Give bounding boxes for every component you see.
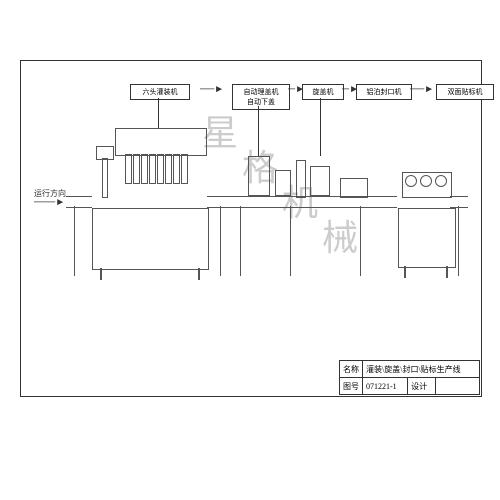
capper-head2 — [310, 166, 330, 196]
node-cap-sorter: 自动理盖机 自动下盖 — [232, 84, 290, 110]
node-capping: 旋盖机 — [302, 84, 344, 100]
title-drawing-value: 071221-1 — [363, 378, 408, 395]
labeler-leg-2 — [446, 266, 448, 278]
node-labeling: 双面贴标机 — [436, 84, 494, 100]
filler-leg-1 — [100, 268, 102, 280]
title-name-value: 灌装\旋盖\封口\贴标生产线 — [363, 361, 480, 378]
title-block: 名称 灌装\旋盖\封口\贴标生产线 图号 071221-1 设计 — [339, 360, 480, 395]
arrow-3: ─► — [342, 84, 359, 95]
watermark-char-1: 星 — [202, 104, 238, 156]
direction-arrow: ───► — [34, 197, 65, 208]
filler-frame — [115, 128, 207, 156]
arrow-2: ─► — [288, 84, 305, 95]
conveyor-left — [66, 196, 92, 208]
capper-head — [275, 170, 291, 196]
arrow-4: ──► — [410, 84, 434, 95]
arrow-1: ──► — [200, 84, 224, 95]
title-design-label: 设计 — [408, 378, 436, 395]
capper-col — [296, 160, 306, 198]
connector-2 — [258, 106, 259, 156]
filler-base — [92, 208, 209, 270]
conveyor-right — [450, 196, 468, 208]
title-name-label: 名称 — [340, 361, 363, 378]
filler-post — [102, 158, 108, 198]
filler-leg-2 — [198, 268, 200, 280]
drawing-area: 星 格 机 械 六头灌装机 自动理盖机 自动下盖 旋盖机 铝泊封口机 双面贴标机… — [30, 70, 470, 385]
labeler-leg-1 — [404, 266, 406, 278]
node-filling-machine: 六头灌装机 — [130, 84, 190, 100]
connector-1 — [158, 98, 159, 128]
cap-sorter — [248, 156, 270, 196]
sealer-box — [340, 178, 368, 198]
connector-3 — [320, 98, 321, 156]
labeler-base — [398, 208, 456, 268]
node-sealing: 铝泊封口机 — [356, 84, 412, 100]
title-drawing-label: 图号 — [340, 378, 363, 395]
watermark-char-4: 械 — [322, 209, 358, 261]
